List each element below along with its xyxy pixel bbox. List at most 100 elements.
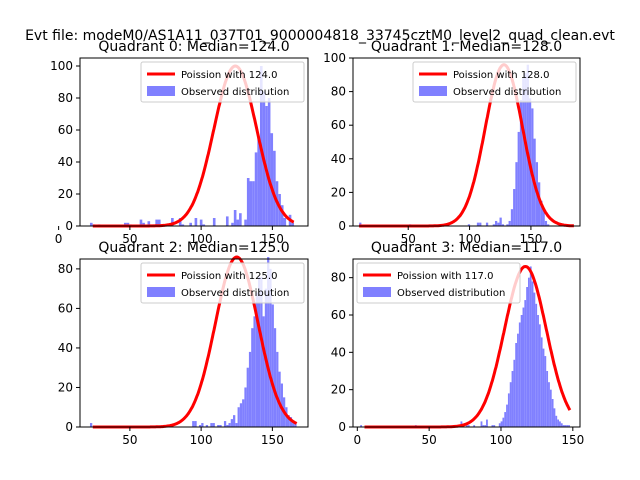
x-tick-label: 50	[422, 433, 437, 447]
histogram-bar	[246, 367, 249, 427]
histogram-bar	[242, 399, 245, 427]
histogram-bar	[212, 218, 216, 226]
x-tick-label: 50	[122, 232, 137, 246]
histogram-bar	[515, 162, 518, 226]
histogram-bar	[142, 222, 145, 226]
histogram-bar	[244, 387, 247, 427]
axes-frame	[352, 57, 581, 227]
histogram-bar	[546, 371, 549, 427]
histogram-bar	[248, 351, 252, 427]
histogram-bar	[147, 221, 151, 226]
y-tick-label: 80	[58, 91, 73, 105]
histogram-bar	[181, 224, 185, 226]
x-tick-label: 150	[561, 433, 584, 447]
histogram-bar	[540, 337, 543, 427]
histogram-bar	[558, 421, 561, 427]
legend: Poission with 124.0 Observed distribution	[140, 61, 305, 103]
histogram-bar	[89, 423, 93, 427]
y-tick-label: 40	[58, 341, 73, 355]
x-tick-label: 150	[519, 232, 542, 246]
y-tick-label: 0	[338, 420, 346, 434]
histogram-bar	[271, 304, 274, 427]
x-tick-label: 100	[190, 232, 213, 246]
histogram-bar	[212, 423, 215, 427]
histogram-bar	[260, 276, 263, 427]
y-tick-label: 60	[331, 308, 346, 322]
histogram-bar	[273, 150, 276, 226]
histogram-bar	[542, 348, 545, 427]
histogram-bar	[231, 222, 234, 226]
subplot-title: Quadrant 0: Median=124.0	[98, 39, 289, 55]
histogram-bar	[509, 382, 512, 427]
legend-label-observed: Observed distribution	[397, 288, 505, 299]
histogram-bar	[519, 100, 523, 226]
histogram-bar	[517, 333, 519, 427]
x-tick-label: 50	[401, 232, 416, 246]
y-tick-label: 20	[331, 185, 346, 199]
histogram-bar	[123, 222, 127, 226]
histogram-bar	[199, 219, 203, 226]
histogram-bar	[210, 423, 213, 427]
legend: Poission with 117.0 Observed distribution	[356, 262, 521, 304]
histogram-bar	[291, 222, 294, 226]
histogram-bar	[253, 316, 256, 427]
axes-frame	[79, 258, 309, 428]
histogram-bar	[228, 423, 231, 427]
y-tick-label: 0	[65, 420, 73, 434]
histogram-bar	[520, 315, 523, 427]
subplot-grid: 0 50 100 150 0 20 40 60 80 100 Quadrant 0: Median=…	[50, 39, 584, 447]
histogram-bar	[566, 425, 569, 427]
histogram-bar	[517, 131, 520, 226]
y-tick-label: 100	[50, 59, 73, 73]
subplot-1: 50 100 150 0 20 40 60 80 100 Quadrant 1: Median=1…	[323, 39, 581, 246]
histogram-bar	[548, 382, 550, 427]
histogram-bar	[194, 421, 197, 427]
y-tick-label: 80	[58, 262, 73, 276]
histogram-bar	[239, 213, 242, 226]
histogram-bar	[486, 419, 488, 427]
legend: Poission with 125.0 Observed distribution	[140, 262, 305, 304]
histogram-bar	[513, 359, 516, 427]
y-tick-label: 40	[331, 345, 346, 359]
figure-title: Evt file: modeM0/AS1A11_037T01_900000481…	[25, 28, 615, 44]
histogram-bar	[255, 292, 258, 427]
subplot-title: Quadrant 3: Median=117.0	[371, 240, 562, 256]
histogram-bar	[192, 421, 195, 427]
histogram-bar	[189, 222, 192, 226]
y-tick-label: 0	[65, 219, 73, 233]
histogram-bar	[467, 224, 471, 226]
histogram-bar	[500, 421, 503, 427]
x-tick-label: 150	[261, 433, 284, 447]
histogram-bar	[205, 425, 209, 427]
histogram-bar	[568, 425, 570, 427]
histogram-bar	[233, 210, 237, 226]
legend-patch-swatch	[419, 86, 447, 96]
histogram-bar	[233, 415, 236, 427]
histogram-bar	[262, 316, 265, 427]
histogram-bar	[527, 277, 530, 427]
histogram-bar	[287, 415, 290, 427]
y-tick-label: 80	[331, 85, 346, 99]
histogram-bar	[497, 222, 500, 226]
histogram-bar	[482, 425, 485, 427]
histogram-bar	[269, 268, 272, 427]
histogram-bar	[236, 219, 240, 226]
histogram-bar	[524, 300, 527, 427]
histogram-bar	[219, 425, 222, 427]
histogram-bar	[501, 224, 505, 226]
legend-frame	[356, 262, 521, 304]
histogram-bar	[484, 425, 487, 427]
histogram-bar	[280, 205, 284, 226]
histogram-bar	[480, 421, 483, 427]
histogram-bar	[515, 343, 518, 427]
y-tick-label: 40	[331, 152, 346, 166]
y-tick-label: 80	[331, 271, 346, 285]
histogram-bar	[257, 276, 261, 427]
histogram-bar	[529, 266, 532, 427]
y-tick-label: 60	[331, 118, 346, 132]
histogram-bar	[485, 222, 489, 226]
histogram-bar	[246, 178, 250, 226]
legend-frame	[412, 61, 577, 103]
histogram-bar	[251, 328, 254, 427]
x-tick-label: 100	[190, 433, 213, 447]
